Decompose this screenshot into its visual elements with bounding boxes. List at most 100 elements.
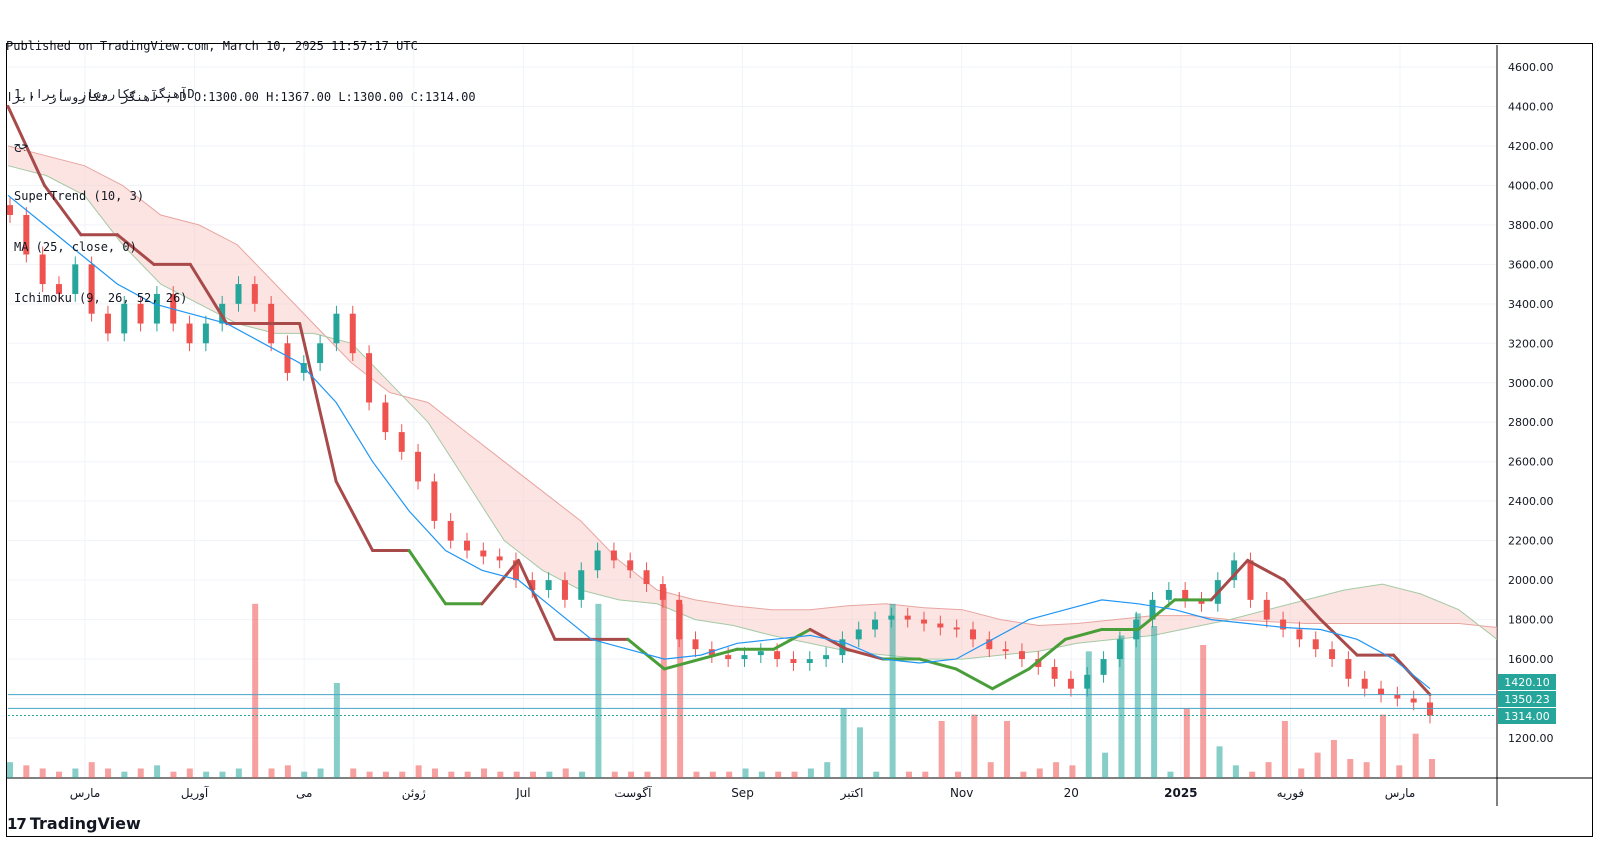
candle-body xyxy=(1149,599,1156,620)
time-tick: آگوست xyxy=(614,785,652,801)
candle-body xyxy=(1378,688,1385,695)
price-badge-text: 1350.23 xyxy=(1504,693,1550,706)
price-tick: 3200.00 xyxy=(1508,337,1554,350)
candle-body xyxy=(692,639,699,650)
supertrend-segment xyxy=(772,627,812,651)
supertrend-segment xyxy=(1282,578,1323,622)
volume-bar xyxy=(562,768,569,778)
volume-bar xyxy=(726,771,733,778)
volume-bar xyxy=(1053,762,1060,778)
volume-bar xyxy=(88,762,95,778)
candle-body xyxy=(153,293,160,324)
grid-lines xyxy=(7,45,1592,806)
candle-body xyxy=(1051,666,1058,679)
indicator-lines xyxy=(6,104,1432,697)
volume-bar xyxy=(824,762,831,778)
publish-header: Published on TradingView.com, March 10, … xyxy=(6,4,476,123)
volume-bar xyxy=(1281,721,1288,778)
price-tick: 3000.00 xyxy=(1508,377,1554,390)
volume-bar xyxy=(579,771,586,778)
time-axis[interactable]: مارس آوریل می ژوئن Jul آگوست Sep اکتبر Nov 20 2025… xyxy=(70,785,1416,801)
volume-bar xyxy=(1232,765,1239,778)
time-tick: Nov xyxy=(950,786,973,800)
candle-body xyxy=(464,540,471,551)
supertrend-segment xyxy=(1319,618,1359,657)
volume-bar xyxy=(1429,759,1435,778)
price-axis[interactable]: 1200.001400.001600.001800.002000.002200.… xyxy=(1508,61,1554,745)
supertrend-segment xyxy=(115,233,156,266)
candle-body xyxy=(7,205,13,216)
price-tick: 4200.00 xyxy=(1508,140,1554,153)
volume-bar xyxy=(856,727,863,778)
legend-ichimoku[interactable]: Ichimoku (9, 26, 52, 26) xyxy=(14,291,188,305)
volume-bar xyxy=(742,768,749,778)
candle-body xyxy=(937,623,944,628)
candle-body xyxy=(186,323,193,344)
ichimoku-cloud xyxy=(7,145,1498,660)
candle-body xyxy=(594,550,601,571)
candle-body xyxy=(88,264,95,314)
supertrend-segment xyxy=(334,479,375,553)
candle-body xyxy=(382,402,389,433)
price-tick: 2000.00 xyxy=(1508,574,1554,587)
candle-body xyxy=(1116,639,1123,660)
legend-ma[interactable]: MA (25, close, 0) xyxy=(14,240,137,254)
candle-body xyxy=(1165,589,1172,600)
candle-body xyxy=(757,651,764,656)
tv-logo-icon: 𝟭𝟳 xyxy=(7,814,27,833)
candle-body xyxy=(790,659,797,664)
legend-supertrend[interactable]: SuperTrend (10, 3) xyxy=(14,189,145,203)
candle-body xyxy=(512,560,519,581)
volume-bar xyxy=(235,768,242,778)
chart-frame[interactable] xyxy=(6,43,1593,837)
candle-body xyxy=(1427,702,1433,716)
volume-bar xyxy=(1412,733,1419,778)
price-tick: 4000.00 xyxy=(1508,179,1554,192)
volume-bar xyxy=(56,771,63,778)
price-tick: 4400.00 xyxy=(1508,100,1554,113)
candle-body xyxy=(904,615,911,620)
time-tick: Sep xyxy=(731,786,754,800)
candle-body xyxy=(529,580,536,590)
time-tick: 20 xyxy=(1064,786,1079,800)
volume-bar xyxy=(758,771,765,778)
supertrend-segment xyxy=(42,183,83,237)
candle-body xyxy=(969,629,976,640)
candle-body xyxy=(953,627,960,630)
candle-body xyxy=(349,313,356,354)
tradingview-brand[interactable]: 𝟭𝟳 TradingView xyxy=(7,814,141,833)
volume-bar xyxy=(1379,714,1386,778)
candle-body xyxy=(643,570,650,585)
volume-bar xyxy=(644,771,651,778)
volume-bar xyxy=(252,603,259,778)
candle-body xyxy=(823,655,830,660)
volume-bar xyxy=(873,771,880,778)
volume-bar xyxy=(807,768,814,778)
ma-line xyxy=(7,194,1431,690)
candle-body xyxy=(333,313,340,344)
volume-bar xyxy=(154,765,161,778)
price-badge xyxy=(1498,674,1556,690)
volume-bar xyxy=(481,768,487,778)
candle-body xyxy=(1361,678,1368,689)
candle-body xyxy=(1312,639,1319,650)
volume-bar xyxy=(1004,721,1011,778)
candle-body xyxy=(1263,599,1270,620)
volume-bar xyxy=(889,603,896,778)
supertrend-segment xyxy=(699,647,739,661)
volume-bar xyxy=(1183,708,1190,778)
candle-body xyxy=(235,284,242,304)
candle-body xyxy=(415,451,422,482)
candle-body xyxy=(23,215,30,255)
volume-bar xyxy=(317,768,324,778)
volume-bar xyxy=(595,603,602,778)
supertrend-segment xyxy=(662,657,703,671)
price-tick: 2600.00 xyxy=(1508,456,1554,469)
volume-bar xyxy=(301,771,308,778)
time-tick: مارس xyxy=(70,786,101,801)
candle-body xyxy=(1410,698,1417,703)
volume-bar xyxy=(1151,626,1158,778)
candle-body xyxy=(398,432,405,452)
candle-body xyxy=(986,639,993,650)
